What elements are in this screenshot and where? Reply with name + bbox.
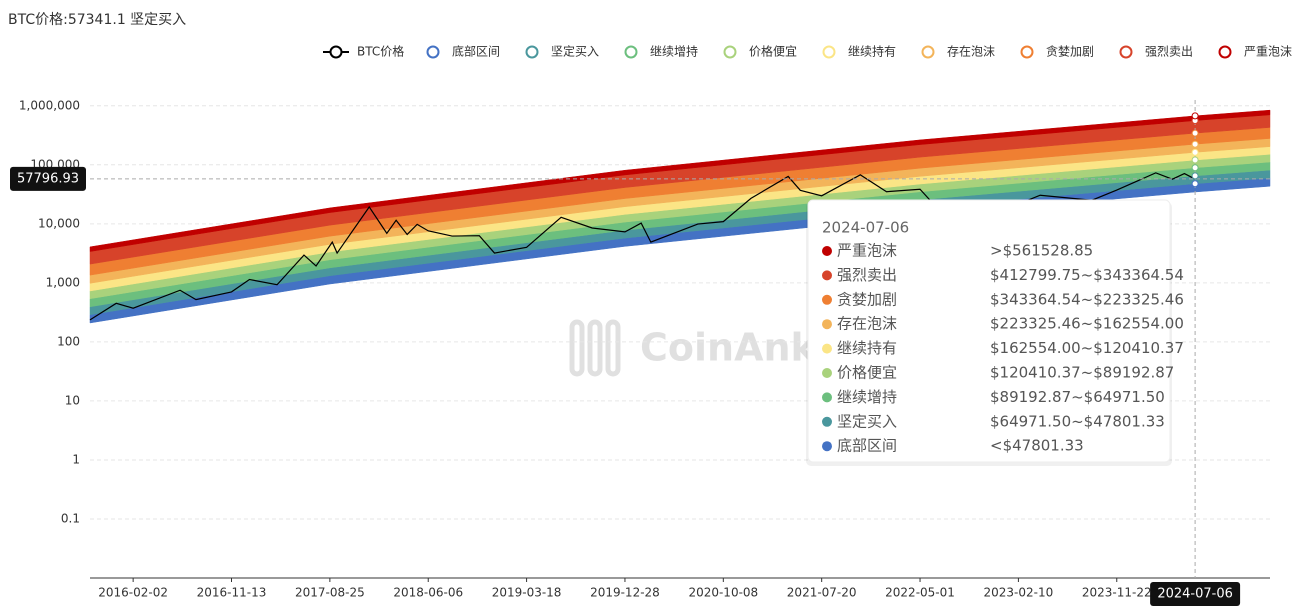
legend-item[interactable]: 底部区间 — [426, 44, 501, 59]
legend-icon — [1119, 45, 1133, 59]
pointer-label-bg — [10, 166, 86, 191]
pointer-label: 57796.93 — [17, 171, 79, 186]
tooltip-name: 继续持有 — [837, 339, 897, 357]
tooltip-range: $223325.46~$162554.00 — [990, 315, 1184, 333]
y-tick-label: 0.1 — [61, 511, 80, 525]
x-tick-label: 2019-12-28 — [590, 586, 660, 600]
tooltip-name: 贪婪加剧 — [837, 290, 897, 308]
x-tick-label: 2016-02-02 — [98, 586, 168, 600]
crosshair-dot — [1191, 156, 1199, 164]
legend-label: 严重泡沫 — [1244, 45, 1292, 59]
tooltip-name: 继续增持 — [837, 388, 897, 406]
legend-icon — [921, 45, 935, 59]
crosshair-dot — [1191, 129, 1199, 137]
legend-icon — [525, 45, 539, 59]
x-tick-label: 2016-11-13 — [197, 586, 267, 600]
tooltip-name: 强烈卖出 — [837, 266, 897, 284]
y-tick-label: 10 — [65, 393, 80, 407]
y-tick-label: 1,000 — [46, 275, 80, 289]
tooltip-range: $120410.37~$89192.87 — [990, 364, 1174, 382]
chart-title: BTC价格:57341.1 坚定买入 — [8, 12, 186, 28]
x-pointer-label: 2024-07-06 — [1157, 587, 1233, 602]
tooltip-range: >$561528.85 — [990, 242, 1093, 260]
crosshair-dot — [1191, 148, 1199, 156]
x-tick-label: 2017-08-25 — [295, 586, 365, 600]
tooltip-range: $412799.75~$343364.54 — [990, 266, 1184, 284]
legend-label: 坚定买入 — [551, 44, 599, 59]
legend-label: 底部区间 — [452, 44, 500, 59]
tooltip-range: $162554.00~$120410.37 — [990, 339, 1184, 357]
legend-label: BTC价格 — [357, 44, 404, 59]
x-tick-label: 2019-03-18 — [492, 586, 562, 600]
legend-icon — [1020, 45, 1034, 59]
x-tick-label: 2021-07-20 — [787, 586, 857, 600]
watermark-logo — [587, 319, 603, 377]
watermark-logo — [569, 319, 585, 377]
legend-icon — [624, 45, 638, 59]
tooltip-name: 存在泡沫 — [837, 315, 897, 333]
x-tick-label: 2018-06-06 — [393, 586, 463, 600]
tooltip-name: 价格便宜 — [837, 364, 897, 382]
rainbow-band — [89, 109, 1271, 252]
tooltip-range: <$47801.33 — [990, 437, 1084, 455]
legend-item[interactable]: 价格便宜 — [723, 44, 798, 59]
tooltip-dot — [822, 270, 832, 281]
watermark-logo — [605, 319, 621, 377]
legend-item[interactable]: 贪婪加剧 — [1020, 44, 1095, 59]
legend-label: 继续增持 — [650, 44, 698, 59]
tooltip-box — [807, 199, 1171, 463]
legend-icon — [822, 45, 836, 59]
tooltip: 2024-07-06 严重泡沫 >$561528.85 强烈卖出 $412799.75~… — [806, 199, 1184, 466]
tooltip-dot — [822, 368, 832, 378]
legend-label: 强烈卖出 — [1145, 45, 1193, 59]
crosshair-dot — [1191, 180, 1199, 188]
tooltip-name: 严重泡沫 — [837, 242, 897, 260]
tooltip-range: $64971.50~$47801.33 — [990, 412, 1165, 430]
legend-item[interactable]: 强烈卖出 — [1119, 45, 1194, 59]
tooltip-range: $343364.54~$223325.46 — [990, 290, 1184, 308]
x-tick-label: 2023-11-22 — [1082, 586, 1152, 600]
legend-icon — [1218, 45, 1232, 59]
legend-item[interactable]: 存在泡沫 — [921, 45, 996, 59]
y-tick-label: 100 — [57, 334, 80, 348]
x-pointer-label-bg — [1150, 582, 1241, 606]
legend-label: 存在泡沫 — [947, 45, 995, 59]
x-tick-label: 2023-02-10 — [984, 586, 1054, 600]
tooltip-dot — [822, 416, 832, 427]
crosshair-dot — [1191, 140, 1199, 148]
crosshair-dot — [1191, 164, 1199, 172]
legend-icon — [723, 45, 737, 59]
tooltip-dot — [822, 294, 832, 305]
legend-label: 继续持有 — [848, 44, 896, 59]
crosshair-dot — [1191, 172, 1199, 180]
legend-item[interactable]: BTC价格 — [323, 44, 404, 59]
legend-item[interactable]: 继续增持 — [624, 44, 699, 59]
legend-item[interactable]: 坚定买入 — [525, 44, 600, 59]
legend-icon — [426, 45, 440, 59]
legend-item[interactable]: 继续持有 — [822, 44, 897, 59]
y-tick-label: 1,000,000 — [19, 98, 80, 112]
x-tick-label: 2020-10-08 — [688, 586, 758, 600]
tooltip-title: 2024-07-06 — [822, 219, 909, 237]
x-tick-label: 2022-05-01 — [885, 586, 955, 600]
tooltip-dot — [822, 343, 832, 354]
y-tick-label: 1 — [72, 452, 80, 466]
tooltip-dot — [822, 392, 832, 403]
tooltip-dot — [822, 441, 832, 452]
y-tick-label: 10,000 — [38, 216, 80, 230]
tooltip-name: 底部区间 — [837, 437, 897, 455]
legend-label: 价格便宜 — [749, 44, 797, 59]
watermark-text: CoinAnk — [640, 326, 817, 370]
watermark: CoinAnk — [569, 319, 817, 377]
bands — [89, 109, 1271, 324]
legend-icon — [329, 45, 343, 59]
tooltip-name: 坚定买入 — [837, 412, 897, 430]
tooltip-dot — [822, 319, 832, 330]
tooltip-range: $89192.87~$64971.50 — [990, 388, 1165, 406]
crosshair-dot — [1191, 112, 1199, 120]
legend-item[interactable]: 严重泡沫 — [1218, 45, 1293, 59]
legend-label: 贪婪加剧 — [1046, 44, 1094, 59]
tooltip-dot — [822, 246, 832, 256]
